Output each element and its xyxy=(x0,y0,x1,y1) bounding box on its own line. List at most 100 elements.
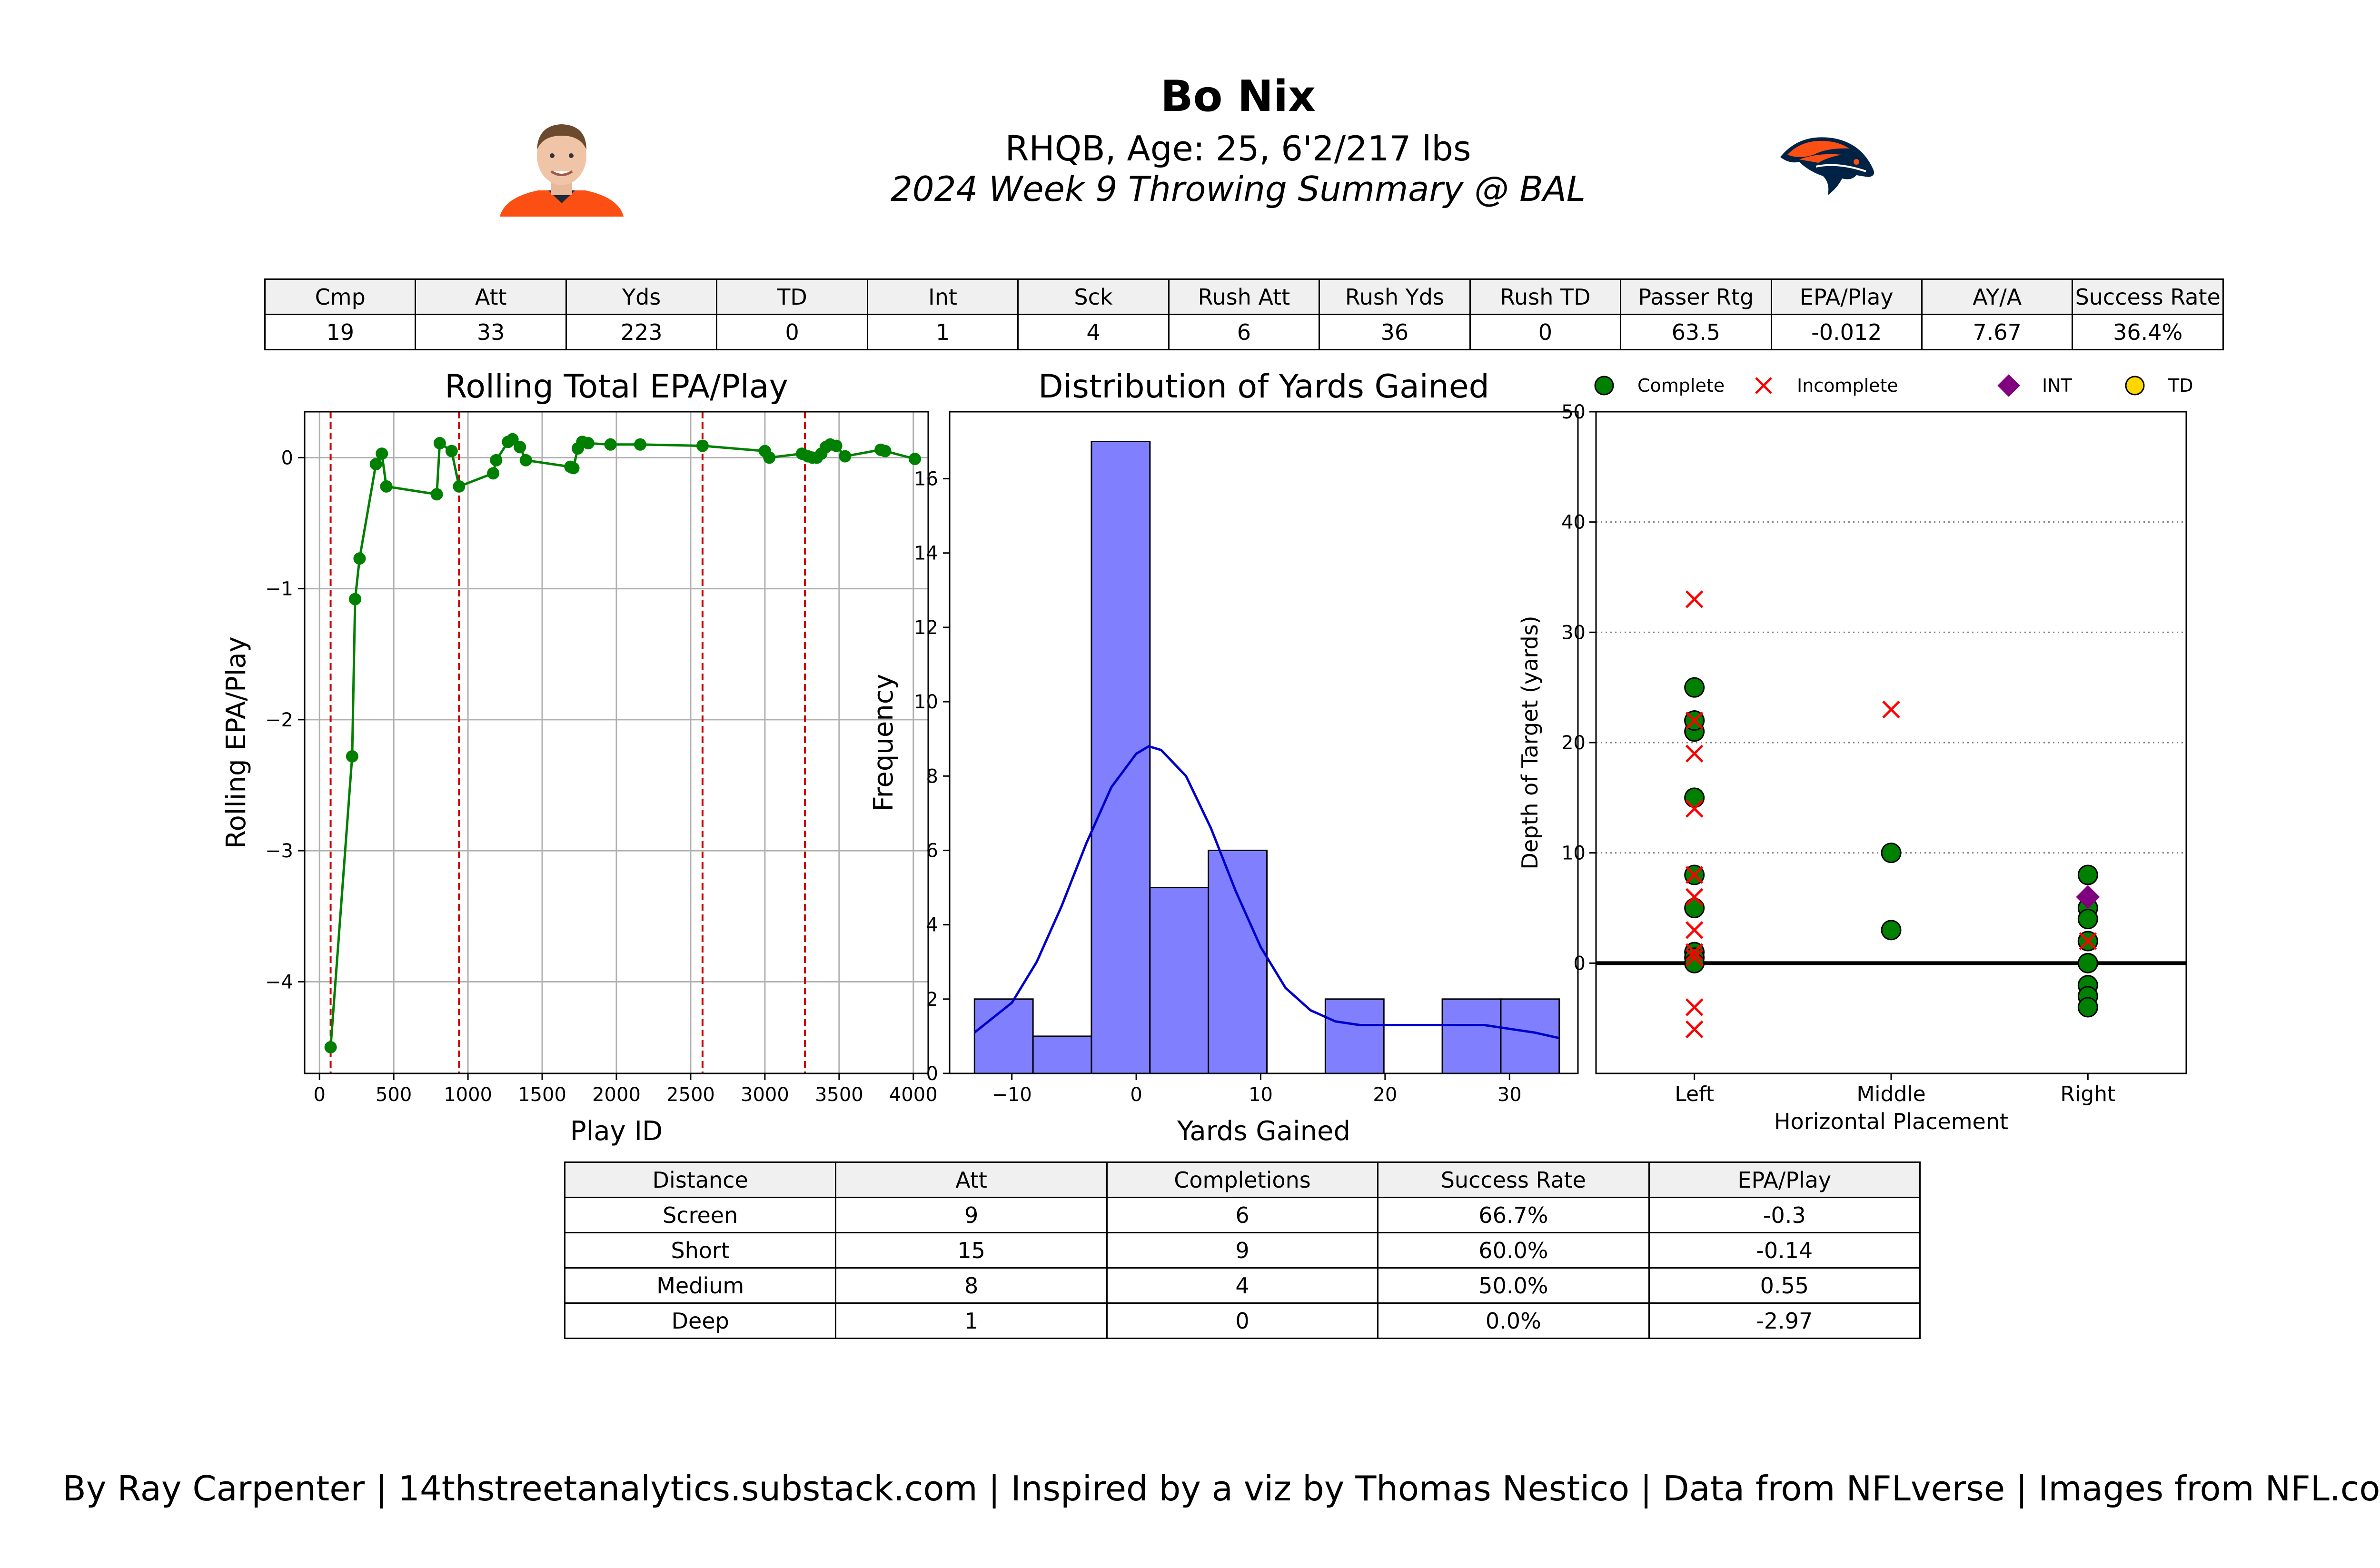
data-point xyxy=(604,438,617,451)
data-point xyxy=(1684,898,1705,918)
summary-value-cell: 0 xyxy=(1469,314,1622,350)
kde-curve xyxy=(973,745,1560,1040)
series-line xyxy=(329,437,915,1048)
summary-header-cell: Cmp xyxy=(264,278,416,315)
data-point xyxy=(1685,590,1704,608)
data-point xyxy=(2077,953,2098,973)
data-point xyxy=(582,437,595,450)
data-point xyxy=(908,453,921,466)
y-tick-label: 2 xyxy=(926,989,938,1011)
summary-header-cell: EPA/Play xyxy=(1770,278,1923,315)
x-tick-label: 30 xyxy=(1497,1084,1522,1106)
data-point xyxy=(1685,800,1704,818)
data-point xyxy=(430,488,443,501)
x-tick-label: 1000 xyxy=(444,1084,492,1106)
y-tick-label: 10 xyxy=(1561,843,1586,864)
data-point xyxy=(1685,1020,1704,1039)
data-point xyxy=(567,462,580,475)
depth-of-target-chart: Left Middle Right 0 10 20 30 40 50 Horizontal Pla… xyxy=(1517,374,2193,1134)
x-tick-label: Middle xyxy=(1856,1082,1925,1106)
yards-distribution-chart: −10 0 10 20 30 0 2 4 6 8 10 12 14 16 Distribution of Y… xyxy=(868,368,1579,1147)
distance-value-cell: Short xyxy=(564,1232,837,1269)
game-summary-title: 2024 Week 9 Throwing Summary @ BAL xyxy=(890,169,1586,209)
table-row: Deep 1 0 0.0% -2.97 xyxy=(564,1302,1921,1339)
data-point xyxy=(506,433,519,446)
histogram-bar xyxy=(1091,440,1151,1074)
x-tick-label: 1500 xyxy=(518,1084,566,1106)
summary-value-cell: 4 xyxy=(1017,314,1170,350)
data-point xyxy=(1881,920,1902,941)
summary-value-cell: 36.4% xyxy=(2072,314,2224,350)
summary-header-cell: Passer Rtg xyxy=(1620,278,1772,315)
data-point xyxy=(2076,885,2100,909)
data-point xyxy=(349,593,362,605)
summary-value-cell: 63.5 xyxy=(1620,314,1772,350)
summary-value-cell: 7.67 xyxy=(1921,314,2073,350)
summary-value-cell: 19 xyxy=(264,314,416,350)
data-point xyxy=(763,451,776,464)
y-axis-label: Depth of Target (yards) xyxy=(1517,615,1543,869)
distance-value-cell: 6 xyxy=(1106,1197,1379,1233)
summary-value-cell: 33 xyxy=(415,314,567,350)
x-tick-label: −10 xyxy=(992,1084,1031,1106)
distance-value-cell: Medium xyxy=(564,1267,837,1304)
legend-entry: Complete xyxy=(1594,375,1725,396)
legend-entry: Incomplete xyxy=(1755,375,1898,396)
y-tick-label: 16 xyxy=(914,468,938,490)
y-tick-label: 0 xyxy=(1574,953,1586,974)
summary-value-cell: 36 xyxy=(1319,314,1471,350)
data-point xyxy=(1685,948,1704,967)
x-axis-label: Play ID xyxy=(570,1116,663,1147)
summary-stats-table: Cmp Att Yds TD Int Sck Rush Att Rush Yds Rush TD… xyxy=(264,278,2224,350)
distance-value-cell: -0.14 xyxy=(1648,1232,1921,1269)
summary-value-cell: -0.012 xyxy=(1770,314,1923,350)
distance-value-cell: 0.0% xyxy=(1377,1302,1650,1339)
distance-header-cell: Success Rate xyxy=(1377,1161,1650,1198)
data-point xyxy=(487,467,500,480)
table-row: Screen 9 6 66.7% -0.3 xyxy=(564,1197,1921,1233)
data-point xyxy=(2077,864,2098,885)
legend-marker xyxy=(2125,376,2145,396)
legend-label: TD xyxy=(2168,375,2193,396)
y-tick-label: 14 xyxy=(914,543,938,565)
distance-breakdown-table: Distance Att Completions Success Rate EPA/Pl… xyxy=(564,1161,1921,1339)
data-point xyxy=(369,458,382,471)
table-row: Medium 8 4 50.0% 0.55 xyxy=(564,1267,1921,1304)
legend-marker xyxy=(1594,376,1614,396)
data-point xyxy=(1684,787,1705,808)
data-point xyxy=(1685,998,1704,1016)
distance-value-cell: 9 xyxy=(1106,1232,1379,1269)
distance-value-cell: 0 xyxy=(1106,1302,1379,1339)
summary-value-cell: 6 xyxy=(1168,314,1320,350)
player-info: RHQB, Age: 25, 6'2/217 lbs xyxy=(1005,129,1471,169)
data-point xyxy=(346,750,358,763)
y-tick-label: 0 xyxy=(926,1063,938,1085)
legend-entry: INT xyxy=(1997,374,2073,397)
summary-table-row: 19 33 223 0 1 4 6 36 0 63.5 -0.012 7.67 36.4% xyxy=(264,314,2224,350)
rolling-epa-chart: 0 500 1000 1500 2000 2500 3000 3500 4000−4−3−2−1… xyxy=(221,368,938,1147)
data-point xyxy=(380,480,393,493)
histogram-bar xyxy=(1441,998,1502,1074)
data-point xyxy=(433,437,446,450)
distance-value-cell: 15 xyxy=(835,1232,1108,1269)
data-point xyxy=(1685,921,1704,939)
x-tick-label: Left xyxy=(1675,1082,1714,1106)
x-axis-label: Yards Gained xyxy=(1177,1116,1350,1147)
distance-value-cell: 60.0% xyxy=(1377,1232,1650,1269)
credit-footer: By Ray Carpenter | 14thstreetanalytics.s… xyxy=(62,1469,2380,1508)
data-point xyxy=(1685,888,1704,906)
data-point xyxy=(445,445,458,457)
data-point xyxy=(376,447,388,460)
summary-header-cell: Success Rate xyxy=(2072,278,2224,315)
x-tick-label: 20 xyxy=(1373,1084,1397,1106)
x-tick-label: 3000 xyxy=(741,1084,789,1106)
histogram-bar xyxy=(973,998,1034,1074)
histogram-bar xyxy=(1149,887,1210,1074)
legend-label: Complete xyxy=(1637,375,1725,396)
distance-value-cell: 4 xyxy=(1106,1267,1379,1304)
distance-header-cell: EPA/Play xyxy=(1648,1161,1921,1198)
y-tick-label: 12 xyxy=(914,617,938,639)
y-tick-label: −2 xyxy=(265,709,293,731)
y-tick-label: 0 xyxy=(281,447,293,469)
summary-value-cell: 0 xyxy=(716,314,868,350)
